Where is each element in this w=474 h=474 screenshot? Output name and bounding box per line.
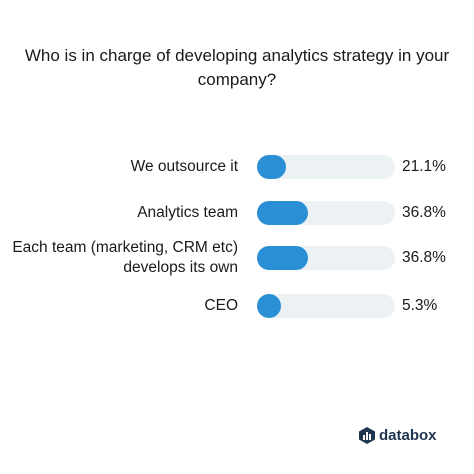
bar [257,201,308,225]
databox-brand-name: databox [379,426,437,444]
category-label: Analytics team [137,204,238,221]
bar-row: We outsource it 21.1% [0,152,474,182]
bar-track [257,201,395,225]
bar-track [257,246,395,270]
bar-row: Analytics team 36.8% [0,198,474,228]
bar-row: Each team (marketing, CRM etc) develops i… [0,239,474,276]
databox-logo: databox [359,425,437,445]
chart-title: Who is in charge of developing analytics… [24,46,450,89]
category-label: CEO [204,297,238,314]
bar [257,294,281,318]
category-label: Each team (marketing, CRM etc) develops i… [12,239,238,276]
value-label: 21.1% [402,158,446,175]
category-label: We outsource it [130,158,238,175]
bar-track [257,294,395,318]
bar-row: CEO 5.3% [0,291,474,321]
value-label: 36.8% [402,249,446,266]
bar [257,155,287,179]
databox-logo-icon [359,426,375,444]
value-label: 36.8% [402,204,446,221]
bar-track [257,155,395,179]
value-label: 5.3% [402,297,438,314]
bar [257,246,308,270]
